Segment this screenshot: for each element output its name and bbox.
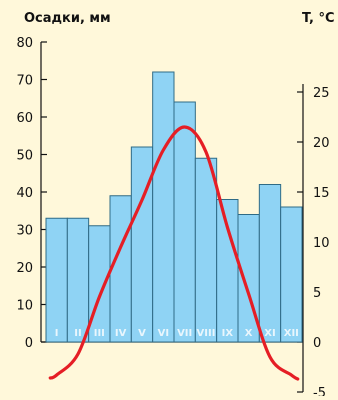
right-tick-label: 15 [313, 186, 330, 201]
left-tick-label: 20 [16, 261, 33, 276]
left-tick-label: 70 [16, 74, 33, 89]
precipitation-bar [216, 199, 239, 343]
right-tick-label: 0 [313, 336, 321, 351]
precipitation-bar [88, 225, 111, 343]
month-label: XII [284, 328, 299, 339]
month-label: XI [264, 328, 275, 339]
right-tick-label: 10 [313, 236, 330, 251]
right-axis-title: T, °C [302, 11, 335, 26]
right-tick-label: 20 [313, 136, 330, 151]
month-label: VI [158, 328, 169, 339]
bars-layer [45, 71, 303, 343]
left-tick-label: 60 [16, 111, 33, 126]
left-tick-label: 50 [16, 149, 33, 164]
month-label: IV [115, 328, 127, 339]
right-tick-label: 25 [313, 86, 330, 101]
precipitation-bar [45, 217, 68, 343]
left-tick-label: 0 [25, 336, 33, 351]
month-label: X [245, 328, 253, 339]
precipitation-bar [109, 195, 132, 343]
precipitation-bar [258, 184, 282, 343]
right-tick-label: -5 [313, 386, 326, 396]
month-labels-layer: I II III IV V VI VII VIII IX X XI XII [55, 328, 299, 339]
left-axis-title: Осадки, мм [24, 11, 111, 26]
temperature-line [48, 125, 300, 381]
precipitation-bar [194, 157, 218, 343]
precipitation-bar [173, 101, 196, 343]
precipitation-bar [280, 206, 303, 343]
month-label: IX [222, 328, 234, 339]
left-tick-label: 10 [16, 299, 33, 314]
month-label: VIII [197, 328, 216, 339]
left-tick-label: 40 [16, 186, 33, 201]
left-tick-label: 30 [16, 224, 33, 239]
month-label: VII [177, 328, 192, 339]
month-label: II [74, 328, 81, 339]
right-tick-label: 5 [313, 286, 321, 301]
precipitation-bar [130, 146, 154, 343]
month-label: V [138, 328, 146, 339]
left-tick-label: 80 [16, 36, 33, 51]
temperature-line-layer [48, 125, 300, 381]
precipitation-bar [66, 217, 90, 343]
month-label: I [55, 328, 59, 339]
precipitation-bar [152, 71, 175, 343]
month-label: III [94, 328, 105, 339]
